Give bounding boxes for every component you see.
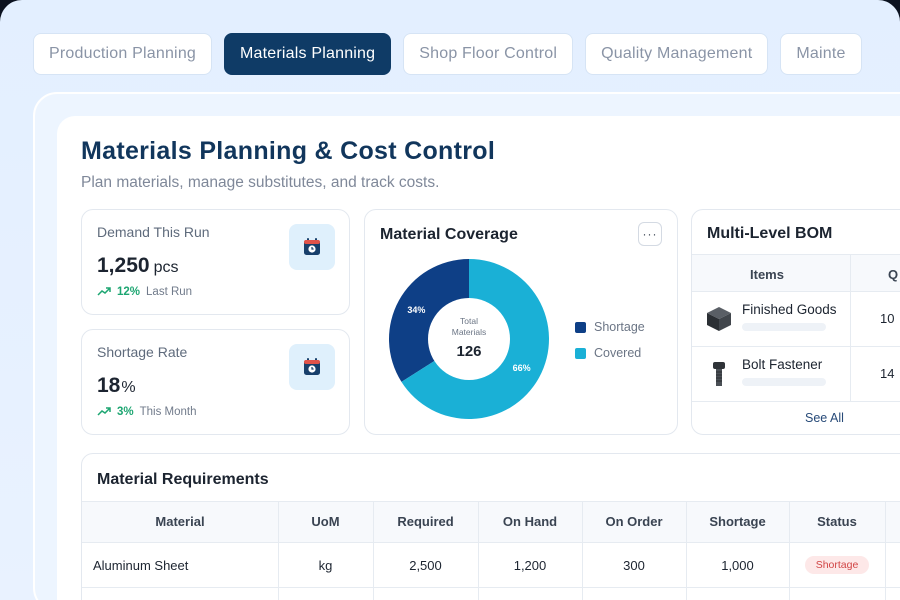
donut-label-shortage: 34% [407,305,425,315]
kpi-label: Shortage Rate [97,344,188,360]
coverage-title: Material Coverage [380,226,518,243]
tab-maintenance[interactable]: Mainte [780,33,862,75]
trend-up-icon [97,287,111,296]
bom-header: Items Q [692,254,900,292]
calendar-clock-icon [289,344,335,390]
col-divider [478,501,479,600]
legend-label: Shortage [594,320,645,334]
col-header-uom: UoM [311,514,340,529]
donut-label-covered: 66% [513,363,531,373]
page-title: Materials Planning & Cost Control [81,137,496,165]
cell-status: Shortage [789,556,885,574]
cell-material: Aluminum Sheet [93,558,189,573]
cell-uom: kg [318,558,333,573]
kpi-trend: 12% Last Run [97,286,192,298]
coverage-card: Material Coverage ··· Total Materials 12… [364,209,678,435]
col-divider [373,501,374,600]
legend-label: Covered [594,346,642,360]
kpi-value: 1,250 pcs [97,254,178,278]
col-header-material: Material [155,514,205,529]
row-divider [82,587,900,588]
col-header-shortage: Shortage [709,514,766,529]
kpi-unit: pcs [153,259,179,276]
kpi-card-demand[interactable]: Demand This Run 1,250 pcs 12% Last Run [81,209,350,315]
bom-item-name: Bolt Fastener [742,357,823,372]
coverage-donut-chart: Total Materials 126 34% 66% [389,259,549,419]
donut-hole [428,298,510,380]
col-header-on-order: On Order [605,514,663,529]
donut-center-label-2: Materials [452,327,486,337]
kpi-trend-pct: 12% [117,286,141,298]
requirements-title: Material Requirements [97,471,269,488]
kpi-label: Demand This Run [97,224,210,240]
trend-up-icon [97,407,111,416]
bom-row[interactable]: Bolt Fastener 14 [692,347,900,402]
tab-materials-planning[interactable]: Materials Planning [224,33,392,75]
cell-required: 2,500 [409,558,442,573]
col-header-status: Status [817,514,857,529]
calendar-clock-icon [289,224,335,270]
legend-item-covered: Covered [575,346,645,360]
col-divider [686,501,687,600]
tab-quality-management[interactable]: Quality Management [585,33,769,75]
legend-swatch [575,347,586,359]
cube-icon [707,307,731,331]
cell-shortage: 1,000 [721,558,754,573]
legend-swatch [575,321,586,333]
bolt-icon [713,362,725,386]
bom-item-qty: 10 [880,311,895,326]
bom-divider [850,254,851,402]
col-divider [789,501,790,600]
legend-item-shortage: Shortage [575,320,645,334]
more-options-button[interactable]: ··· [638,222,662,246]
requirements-table-header [82,501,900,543]
bom-item-qty: 14 [880,366,895,381]
bom-item-bar [742,323,826,331]
donut-center-value: 126 [456,343,481,360]
bom-item-bar [742,378,826,386]
bom-col-items: Items [750,267,784,282]
bom-card: Multi-Level BOM Items Q Finished Goods 1… [691,209,900,435]
module-tabs: Production Planning Materials Planning S… [33,33,862,75]
kpi-number: 1,250 [97,254,150,277]
kpi-value: 18% [97,374,136,398]
kpi-card-shortage-rate[interactable]: Shortage Rate 18% 3% This Month [81,329,350,435]
kpi-unit: % [121,379,136,396]
cell-on-order: 300 [623,558,645,573]
bom-title: Multi-Level BOM [707,225,833,242]
col-header-on-hand: On Hand [502,514,558,529]
bom-item-name: Finished Goods [742,302,837,317]
bom-col-qty: Q [888,267,899,282]
cell-on-hand: 1,200 [513,558,547,573]
coverage-legend: Shortage Covered [575,320,645,372]
tab-shop-floor-control[interactable]: Shop Floor Control [403,33,574,75]
kpi-trend-label: This Month [139,406,197,418]
col-divider [885,501,886,600]
bom-row[interactable]: Finished Goods 10 [692,292,900,347]
col-header-required: Required [397,514,454,529]
col-divider [278,501,279,600]
kpi-trend: 3% This Month [97,406,197,418]
tab-production-planning[interactable]: Production Planning [33,33,213,75]
donut-center-label-1: Total [460,316,478,326]
kpi-trend-label: Last Run [146,286,193,298]
kpi-trend-pct: 3% [117,406,134,418]
col-divider [582,501,583,600]
kpi-number: 18 [97,374,121,397]
status-badge: Shortage [804,556,870,574]
page-subtitle: Plan materials, manage substitutes, and … [81,174,440,191]
see-all-link[interactable]: See All [805,411,844,425]
requirements-card: Material Requirements Material UoM Requi… [81,453,900,600]
